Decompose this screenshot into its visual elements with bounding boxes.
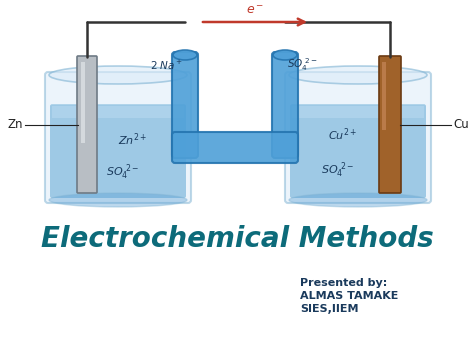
- Text: $Cu^{2+}$: $Cu^{2+}$: [328, 127, 358, 143]
- FancyBboxPatch shape: [172, 132, 298, 163]
- FancyBboxPatch shape: [290, 104, 426, 198]
- Ellipse shape: [289, 193, 427, 207]
- Text: Cu: Cu: [453, 118, 469, 131]
- Text: Electrochemical Methods: Electrochemical Methods: [41, 225, 433, 253]
- Ellipse shape: [49, 193, 187, 207]
- FancyBboxPatch shape: [77, 56, 97, 193]
- Text: $SO_4^{\ 2-}$: $SO_4^{\ 2-}$: [321, 160, 355, 180]
- Text: SIES,IIEM: SIES,IIEM: [300, 304, 358, 314]
- FancyBboxPatch shape: [45, 72, 191, 203]
- Ellipse shape: [173, 50, 197, 60]
- Text: Presented by:: Presented by:: [300, 278, 387, 288]
- Text: $SO_4^{\ 2-}$: $SO_4^{\ 2-}$: [287, 56, 318, 73]
- Text: Zn: Zn: [8, 118, 23, 131]
- Text: $2\ Na^+$: $2\ Na^+$: [150, 59, 183, 72]
- Text: $Zn^{2+}$: $Zn^{2+}$: [118, 132, 148, 148]
- Text: $e^-$: $e^-$: [246, 4, 264, 17]
- Text: ALMAS TAMAKE: ALMAS TAMAKE: [300, 291, 398, 301]
- FancyBboxPatch shape: [172, 52, 198, 158]
- Bar: [292, 106, 424, 118]
- Text: $SO_4^{\ 2-}$: $SO_4^{\ 2-}$: [106, 162, 140, 182]
- Bar: [382, 62, 386, 130]
- FancyBboxPatch shape: [50, 104, 186, 198]
- FancyBboxPatch shape: [285, 72, 431, 203]
- Bar: [81, 62, 85, 143]
- Ellipse shape: [273, 50, 297, 60]
- Ellipse shape: [289, 66, 427, 84]
- FancyBboxPatch shape: [272, 52, 298, 158]
- FancyBboxPatch shape: [379, 56, 401, 193]
- Ellipse shape: [49, 66, 187, 84]
- Bar: [52, 106, 184, 118]
